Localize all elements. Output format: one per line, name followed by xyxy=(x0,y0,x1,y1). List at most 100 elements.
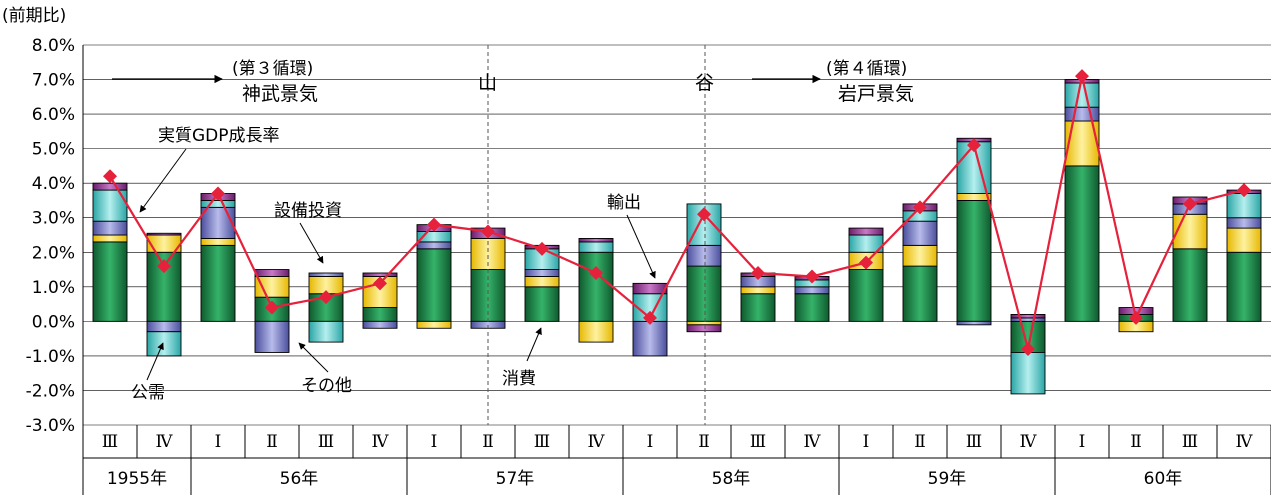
bar-segment xyxy=(632,320,668,357)
quarter-label: Ⅳ xyxy=(1020,432,1038,452)
bar-segment xyxy=(1226,227,1262,253)
quarter-label: Ⅲ xyxy=(966,432,982,452)
gdp-growth-marker xyxy=(697,207,711,222)
bar-segment xyxy=(524,286,560,322)
quarter-label: Ⅲ xyxy=(1182,432,1198,452)
year-label: 60年 xyxy=(1144,469,1183,489)
bar-segment xyxy=(524,269,560,277)
bar-segment xyxy=(956,320,992,326)
bar-segment xyxy=(956,200,992,322)
gdp-growth-marker xyxy=(859,255,873,270)
gdp-growth-marker xyxy=(481,224,495,239)
bar-segment xyxy=(146,331,182,357)
bar-segment xyxy=(740,293,776,322)
y-tick-label: 6.0% xyxy=(32,105,75,125)
year-label: 59年 xyxy=(928,469,967,489)
quarter-label: Ⅲ xyxy=(750,432,766,452)
y-tick-label: -2.0% xyxy=(26,381,75,401)
bar-segment xyxy=(902,244,938,267)
gdp-growth-marker xyxy=(103,169,117,184)
bar-segment xyxy=(578,320,614,343)
consumption-callout: 消費 xyxy=(502,369,536,389)
bar-segment xyxy=(200,206,236,239)
gdp-growth-marker xyxy=(427,217,441,232)
quarter-label: Ⅱ xyxy=(698,432,710,452)
bar-segment xyxy=(92,220,128,236)
gdp-growth-marker xyxy=(535,241,549,256)
quarter-label: Ⅳ xyxy=(372,432,390,452)
quarter-label: Ⅰ xyxy=(215,432,222,452)
bar-segment xyxy=(254,276,290,298)
bar-segment xyxy=(956,193,992,201)
bar-segment xyxy=(362,320,398,329)
quarter-label: Ⅳ xyxy=(588,432,606,452)
bar-segment xyxy=(578,251,614,322)
bar-segment xyxy=(1010,317,1046,322)
gdp-growth-marker xyxy=(1021,342,1035,356)
bar-segment xyxy=(1172,213,1208,250)
capex-callout-arrow xyxy=(299,222,324,264)
capex-callout: 設備投資 xyxy=(274,201,342,221)
quarter-label: Ⅱ xyxy=(482,432,494,452)
y-tick-label: 2.0% xyxy=(32,243,75,263)
trough-label: 谷 xyxy=(695,72,714,94)
bar-segment xyxy=(146,232,182,236)
quarter-label: Ⅰ xyxy=(647,432,654,452)
quarter-label: Ⅱ xyxy=(914,432,926,452)
gdp-growth-polyline xyxy=(109,75,1245,350)
bar-segment xyxy=(254,320,290,353)
gdp-growth-marker xyxy=(265,300,279,315)
gdp-growth-marker xyxy=(319,290,333,305)
gdp-growth-marker xyxy=(967,138,981,153)
quarter-label: Ⅱ xyxy=(266,432,278,452)
bar-segment xyxy=(200,244,236,322)
y-tick-label: 5.0% xyxy=(32,140,75,160)
gdp-growth-marker xyxy=(157,259,171,274)
quarter-label: Ⅳ xyxy=(804,432,822,452)
bar-segment xyxy=(416,248,452,322)
quarter-label: Ⅲ xyxy=(102,432,118,452)
gdp-growth-marker xyxy=(1075,69,1089,84)
exports-callout-arrow xyxy=(626,214,656,279)
quarter-label: Ⅱ xyxy=(1130,432,1142,452)
bar-segment xyxy=(200,200,236,208)
gdp-growth-marker xyxy=(913,200,927,215)
bar-segment xyxy=(308,320,344,343)
bar-segment xyxy=(902,265,938,322)
y-tick-label: 0.0% xyxy=(32,312,75,332)
bar-segment xyxy=(902,220,938,246)
quarter-label: Ⅰ xyxy=(863,432,870,452)
bar-segment xyxy=(1226,193,1262,219)
public-demand-callout-arrow xyxy=(146,342,164,381)
year-label: 58年 xyxy=(712,469,751,489)
gdp-growth-marker xyxy=(805,269,819,284)
bar-segment xyxy=(794,286,830,295)
other-callout: その他 xyxy=(301,376,352,396)
y-tick-label: -3.0% xyxy=(26,416,75,436)
bar-segment xyxy=(362,307,398,322)
year-label: 57年 xyxy=(496,469,535,489)
y-gridlines xyxy=(82,44,1271,426)
y-tick-label: 3.0% xyxy=(32,209,75,229)
y-tick-label: 1.0% xyxy=(32,278,75,298)
bar-segment xyxy=(848,227,884,236)
gdp-growth-marker xyxy=(1237,183,1251,198)
exports-callout: 輸出 xyxy=(607,193,641,213)
year-label: 56年 xyxy=(280,469,319,489)
jinmu-boom-label: 神武景気 xyxy=(242,83,318,105)
bar-segment xyxy=(1010,314,1046,319)
bar-segment xyxy=(740,286,776,295)
bar-segment xyxy=(1226,251,1262,322)
bar-segment xyxy=(686,320,722,326)
bar-segment xyxy=(1010,352,1046,395)
public-demand-callout: 公需 xyxy=(131,383,165,403)
bar-segment xyxy=(146,320,182,333)
gdp-growth-line xyxy=(103,69,1251,356)
y-axis-label: (前期比) xyxy=(2,6,66,26)
consumption-callout-arrow xyxy=(526,327,542,362)
quarter-label: Ⅳ xyxy=(156,432,174,452)
gdp-growth-marker xyxy=(1129,310,1143,325)
bar-segment xyxy=(1064,106,1100,122)
quarter-label: Ⅲ xyxy=(318,432,334,452)
